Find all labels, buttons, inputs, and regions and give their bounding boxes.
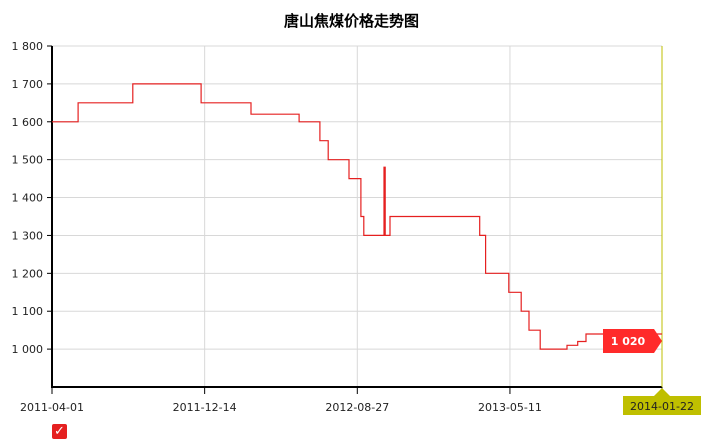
y-tick-label: 1 200 bbox=[12, 267, 44, 280]
x-tick-label: 2011-04-01 bbox=[20, 401, 84, 414]
chart-title: 唐山焦煤价格走势图 bbox=[283, 12, 419, 30]
y-tick-label: 1 100 bbox=[12, 305, 44, 318]
x-tick-label: 2012-08-27 bbox=[325, 401, 389, 414]
y-tick-label: 1 000 bbox=[12, 343, 44, 356]
x-tick-label: 2011-12-14 bbox=[173, 401, 237, 414]
cursor-date-badge bbox=[623, 388, 701, 415]
y-tick-label: 1 700 bbox=[12, 78, 44, 91]
y-tick-label: 1 300 bbox=[12, 229, 44, 242]
x-tick-label: 2013-05-11 bbox=[478, 401, 542, 414]
series-toggle-checkbox[interactable]: ✓ bbox=[52, 424, 67, 439]
y-tick-label: 1 600 bbox=[12, 116, 44, 129]
last-value-label: 1 020 bbox=[611, 335, 646, 348]
y-tick-label: 1 800 bbox=[12, 40, 44, 53]
cursor-date-label: 2014-01-22 bbox=[630, 400, 694, 413]
y-tick-label: 1 400 bbox=[12, 192, 44, 205]
price-line bbox=[52, 83, 662, 350]
y-tick-label: 1 500 bbox=[12, 154, 44, 167]
last-value-badge bbox=[603, 328, 662, 353]
check-icon: ✓ bbox=[54, 424, 65, 439]
